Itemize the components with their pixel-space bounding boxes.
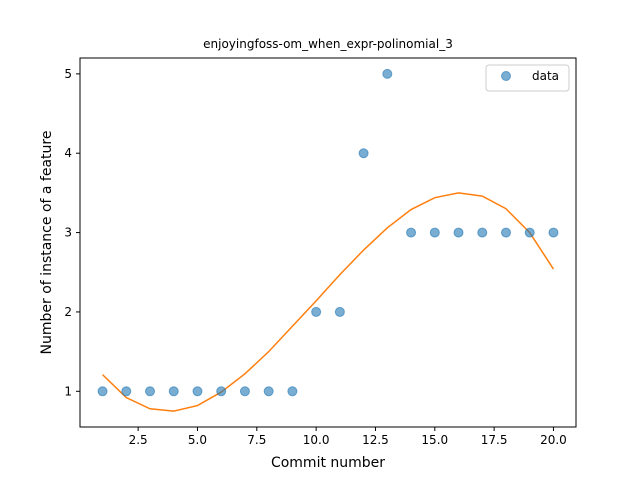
y-tick-label: 2: [64, 305, 72, 319]
x-tick-label: 12.5: [362, 433, 389, 447]
y-tick-label: 4: [64, 146, 72, 160]
data-point: [263, 386, 274, 397]
x-tick-label: 17.5: [481, 433, 508, 447]
y-axis-label: Number of instance of a feature: [39, 131, 55, 355]
x-tick-label: 5.0: [188, 433, 207, 447]
data-point: [358, 148, 369, 159]
data-point: [524, 227, 535, 238]
data-point: [239, 386, 250, 397]
plot-area: [80, 58, 576, 427]
x-tick-label: 15.0: [421, 433, 448, 447]
data-point: [548, 227, 559, 238]
data-point: [334, 306, 345, 317]
data-point: [97, 386, 108, 397]
y-tick-label: 3: [64, 226, 72, 240]
x-tick-label: 2.5: [129, 433, 148, 447]
x-tick-label: 10.0: [303, 433, 330, 447]
legend-label-data: data: [532, 69, 559, 83]
data-point: [406, 227, 417, 238]
y-tick-label: 1: [64, 384, 72, 398]
data-point: [500, 227, 511, 238]
plot-frame: [79, 57, 577, 428]
data-point: [121, 386, 132, 397]
chart-marks: [97, 68, 559, 412]
data-point: [429, 227, 440, 238]
legend-marker-data: [501, 71, 511, 81]
chart-title: enjoyingfoss-om_when_expr-polinomial_3: [203, 37, 453, 51]
y-tick-label: 5: [64, 67, 72, 81]
data-point: [192, 386, 203, 397]
x-tick-label: 7.5: [247, 433, 266, 447]
data-point: [453, 227, 464, 238]
x-tick-label: 20.0: [540, 433, 567, 447]
legend: data: [485, 64, 570, 92]
data-point: [311, 306, 322, 317]
data-point: [477, 227, 488, 238]
x-axis: 2.5 5.0 7.5 10.0 12.5 15.0 17.5 20.0: [129, 427, 567, 447]
data-point: [216, 386, 227, 397]
fit-line: [102, 192, 555, 412]
data-point: [287, 386, 298, 397]
data-point: [168, 386, 179, 397]
y-axis: 1 2 3 4 5: [64, 67, 80, 398]
data-point: [382, 68, 393, 79]
data-point: [145, 386, 156, 397]
x-axis-label: Commit number: [271, 455, 385, 471]
